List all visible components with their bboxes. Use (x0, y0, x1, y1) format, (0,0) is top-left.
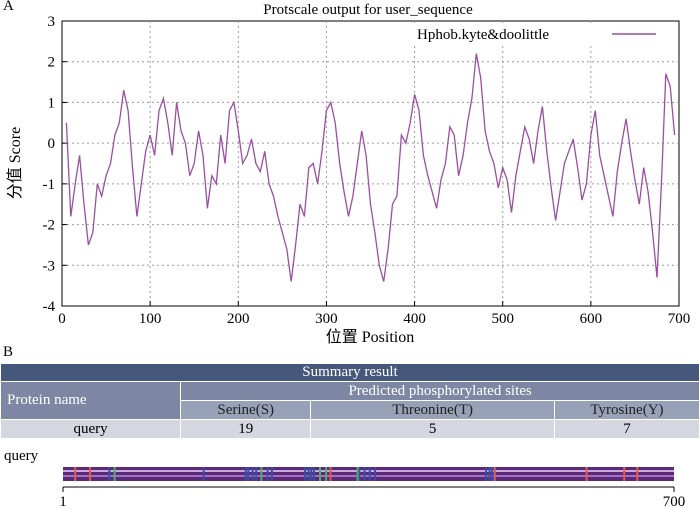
track-label: query (4, 448, 39, 464)
serine-site-marker (270, 467, 273, 481)
row-protein-name: query (0, 419, 182, 439)
tyrosine-site-marker (493, 467, 496, 481)
x-tick-label: 0 (58, 311, 66, 327)
serine-site-marker (488, 467, 491, 481)
hydrophobicity-chart: Protscale output for user_sequence 0 100 2… (6, 2, 691, 345)
y-tick-label: 1 (48, 95, 56, 111)
x-tick-label: 200 (227, 311, 250, 327)
serine-site-marker (491, 467, 494, 481)
legend: Hphob.kyte&doolittle (412, 23, 670, 43)
track-start-label: 1 (59, 494, 67, 509)
y-tick-label: 3 (48, 14, 56, 30)
y-tick-label: 0 (48, 136, 56, 152)
x-tick-label: 600 (580, 311, 603, 327)
protein-name-header: Protein name (0, 381, 182, 420)
column-header-tyrosine: Tyrosine(Y) (553, 400, 700, 420)
serine-site-marker (374, 467, 377, 481)
summary-table: Summary result Protein name Predicted ph… (0, 363, 700, 439)
serine-site-marker (363, 467, 366, 481)
phosphorylation-site-track: query 1 700 (4, 448, 686, 509)
x-tick-label: 100 (139, 311, 162, 327)
y-tick-label: -3 (43, 258, 56, 274)
serine-site-marker (251, 467, 254, 481)
row-tyrosine-count: 7 (553, 419, 700, 439)
serine-site-marker (247, 467, 250, 481)
chart-title: Protscale output for user_sequence (263, 2, 473, 18)
serine-site-marker (244, 467, 247, 481)
hydrophobicity-series-line (65, 53, 676, 282)
tyrosine-site-marker (585, 467, 588, 481)
x-tick-label: 500 (491, 311, 514, 327)
axis-ticks: 0 100 200 300 400 500 600 700 -4 -3 -2 -1 0 1 2 3 (43, 14, 691, 327)
serine-site-marker (310, 467, 313, 481)
y-axis-label: 分值 Score (6, 127, 24, 199)
tyrosine-site-marker (329, 467, 332, 481)
serine-site-marker (312, 467, 315, 481)
y-tick-label: -2 (43, 218, 56, 234)
serine-site-marker (266, 467, 269, 481)
row-serine-count: 19 (180, 419, 312, 439)
site-markers (74, 467, 639, 481)
panel-a-label: A (3, 0, 14, 14)
threonine-site-marker (325, 467, 328, 481)
threonine-site-marker (113, 467, 116, 481)
serine-site-marker (304, 467, 307, 481)
threonine-site-marker (356, 467, 359, 481)
track-end-label: 700 (663, 494, 686, 509)
row-threonine-count: 5 (310, 419, 555, 439)
table-caption: Summary result (0, 363, 700, 382)
sequence-bar-highlight-top (63, 470, 674, 472)
serine-site-marker (307, 467, 310, 481)
threonine-site-marker (260, 467, 263, 481)
serine-site-marker (202, 467, 205, 481)
panel-b-label: B (3, 344, 14, 360)
predicted-sites-header: Predicted phosphorylated sites (180, 381, 700, 401)
legend-label: Hphob.kyte&doolittle (417, 27, 549, 43)
column-header-threonine: Threonine(T) (310, 400, 555, 420)
table-row: query 19 5 7 (0, 419, 700, 439)
y-tick-label: 2 (48, 55, 56, 71)
x-tick-label: 400 (403, 311, 426, 327)
serine-site-marker (485, 467, 488, 481)
tyrosine-site-marker (623, 467, 626, 481)
tyrosine-site-marker (636, 467, 639, 481)
x-tick-label: 300 (315, 311, 338, 327)
serine-site-marker (358, 467, 361, 481)
serine-site-marker (255, 467, 258, 481)
threonine-site-marker (319, 467, 321, 481)
sequence-bar-highlight-mid (63, 475, 674, 477)
serine-site-marker (108, 467, 111, 481)
y-tick-label: -4 (43, 299, 56, 315)
x-tick-label: 700 (668, 311, 691, 327)
x-axis-label: 位置 Position (326, 328, 414, 345)
column-header-serine: Serine(S) (180, 400, 312, 420)
plot-frame (61, 20, 680, 307)
y-tick-label: -1 (43, 177, 56, 193)
tyrosine-site-marker (89, 467, 92, 481)
sequence-bar (63, 467, 674, 481)
serine-site-marker (368, 467, 371, 481)
tyrosine-site-marker (74, 467, 77, 481)
